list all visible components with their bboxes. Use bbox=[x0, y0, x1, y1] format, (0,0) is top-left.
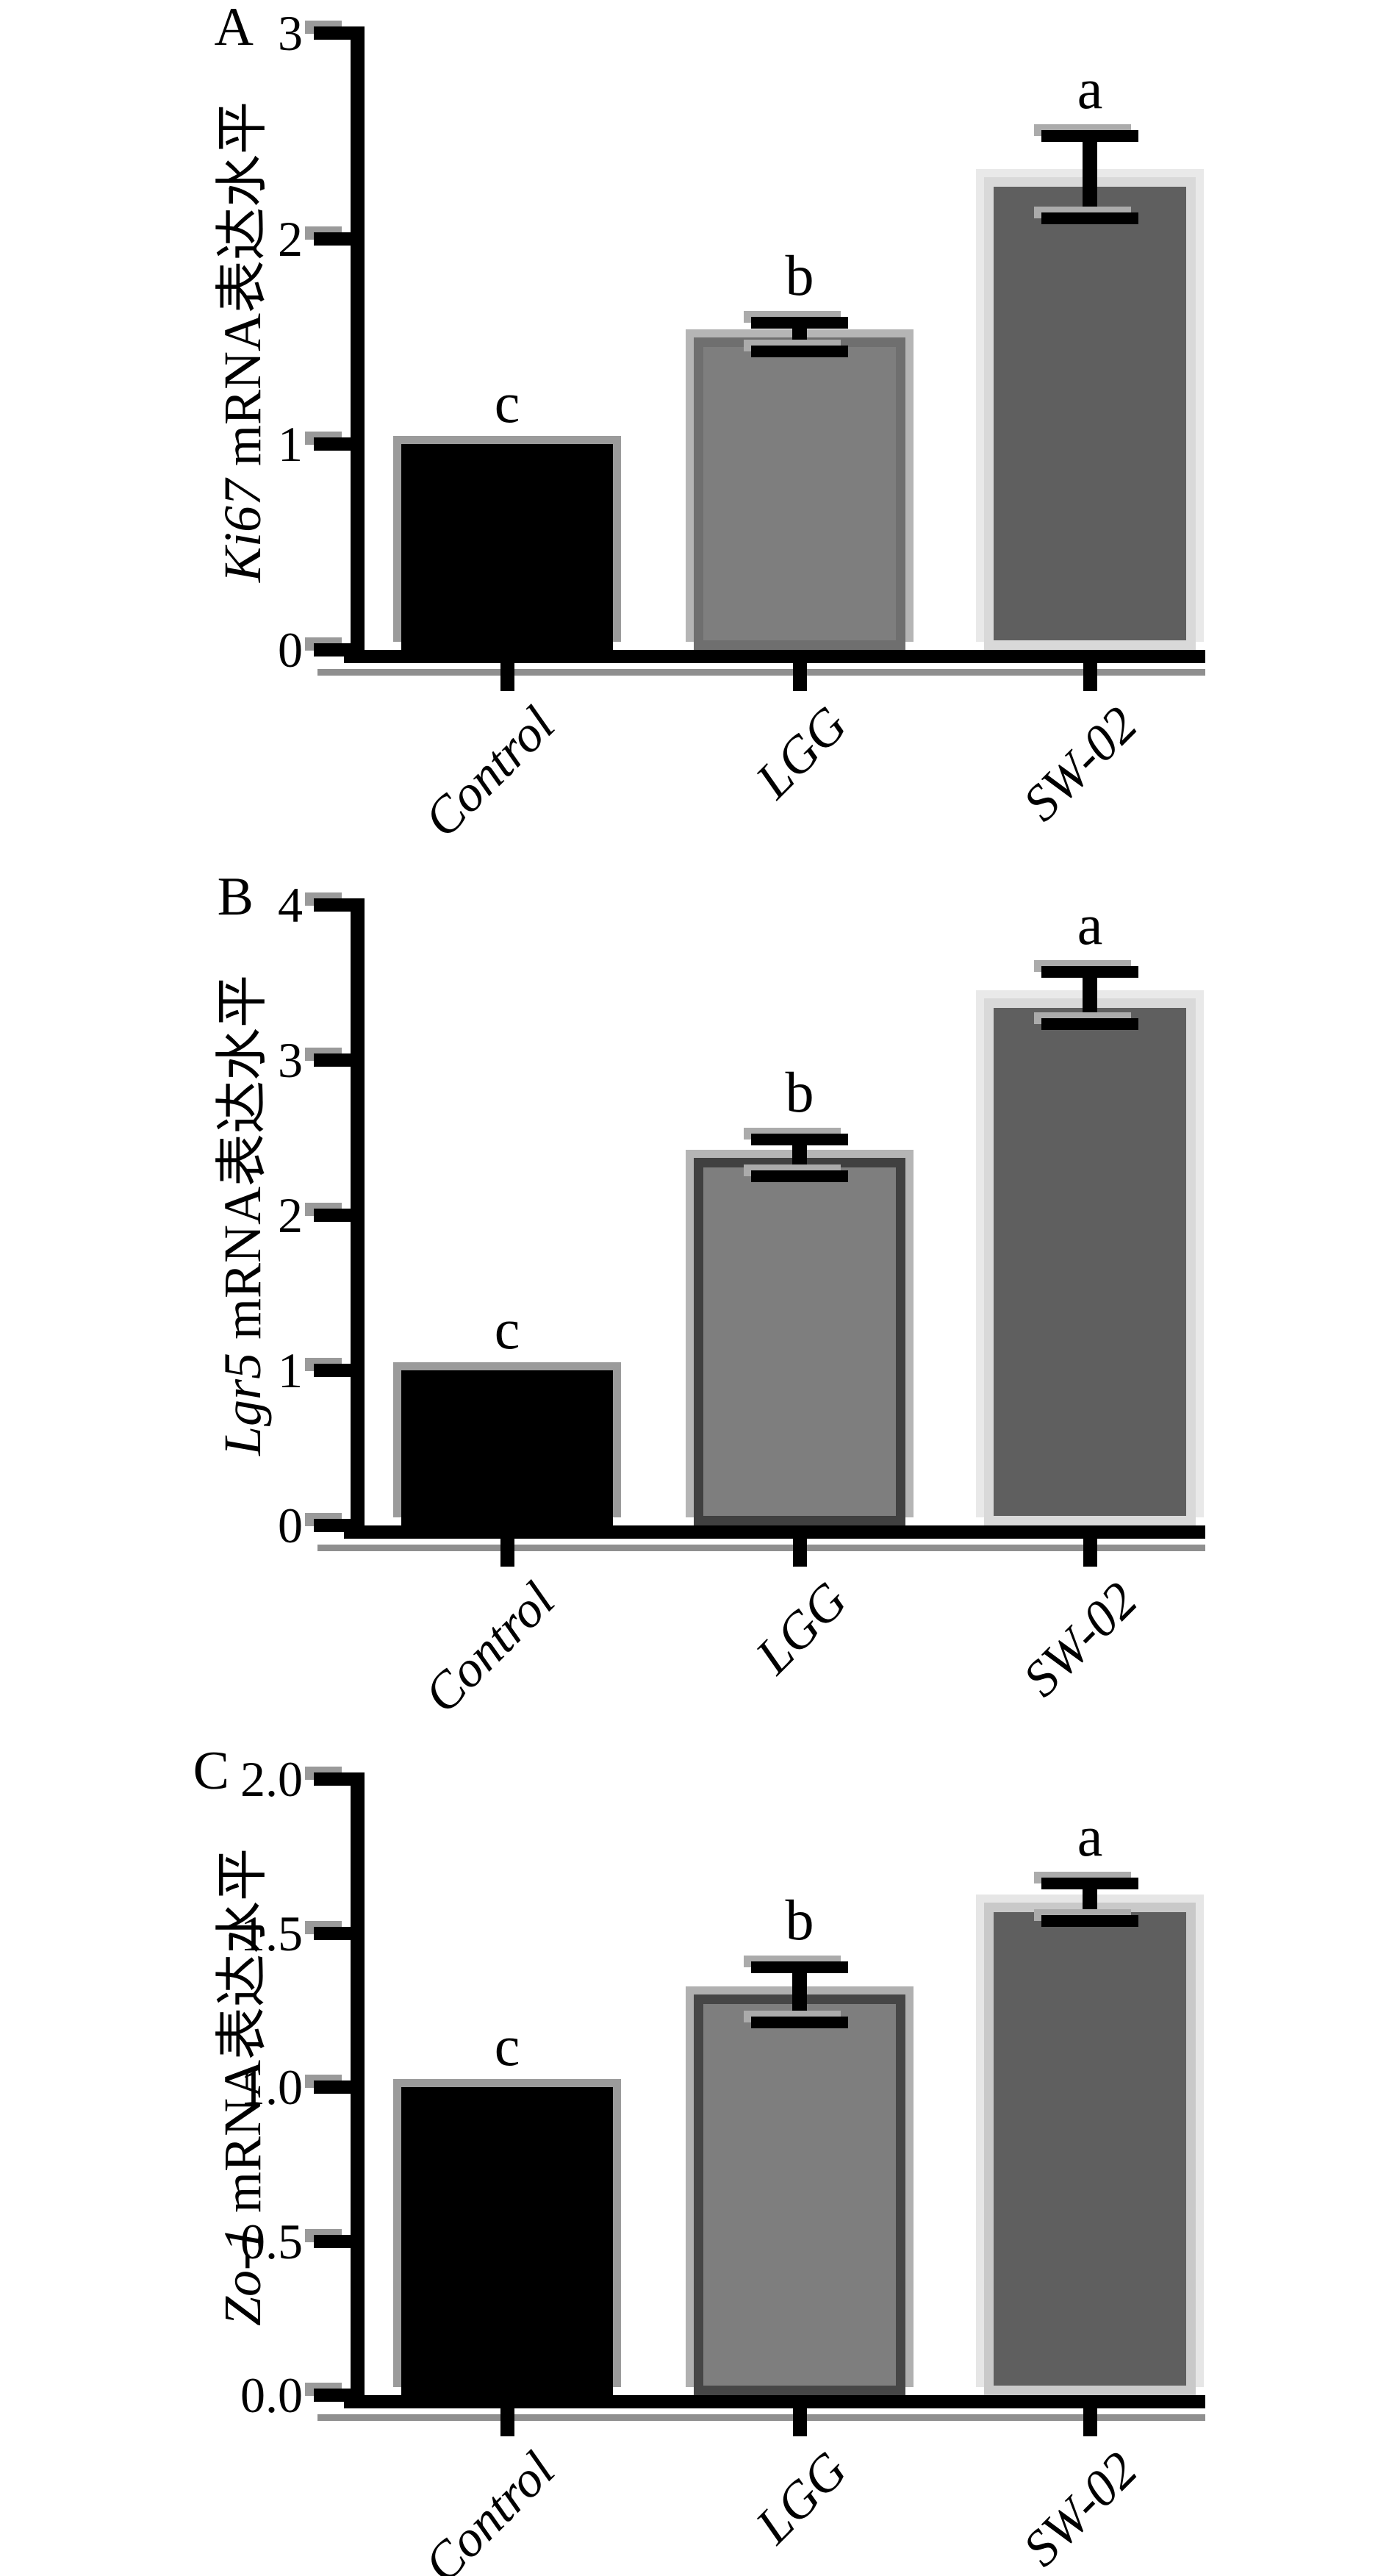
y-tick-label: 1.0 bbox=[240, 2059, 303, 2115]
bar-control bbox=[401, 1370, 613, 1525]
y-tick-label: 2 bbox=[278, 1187, 303, 1243]
y-tick-label: 0.0 bbox=[240, 2367, 303, 2423]
panel-letter-c: C bbox=[193, 1741, 229, 1801]
significance-letter: b bbox=[785, 243, 814, 308]
y-tick-mark bbox=[314, 26, 351, 40]
panel-B: B Lgr5 mRNA表达水平 0 1 2 3 4 c Control b LGG a SW-02 bbox=[0, 860, 1389, 1728]
y-tick-label: 3 bbox=[278, 5, 303, 61]
x-axis-shadow-line bbox=[317, 669, 1205, 676]
y-tick-label: 4 bbox=[278, 877, 303, 933]
error-bar-cap-top bbox=[1041, 129, 1138, 142]
error-bar-stem bbox=[1083, 1883, 1097, 1921]
significance-letter: a bbox=[1077, 1804, 1103, 1869]
y-tick-label: 0.5 bbox=[240, 2213, 303, 2269]
error-bar-stem bbox=[1083, 135, 1097, 218]
x-category-label: Control bbox=[413, 2441, 566, 2576]
error-bar-cap-top bbox=[751, 317, 848, 329]
y-tick-mark bbox=[314, 2081, 351, 2094]
x-axis-shadow-line bbox=[317, 1545, 1205, 1551]
panel-letter-b: B bbox=[217, 867, 254, 927]
y-tick-mark bbox=[314, 2234, 351, 2248]
error-bar-cap-bottom bbox=[1041, 1914, 1138, 1927]
gene-name-italic: Ki67 bbox=[213, 479, 272, 582]
error-bar-stem bbox=[792, 1139, 807, 1177]
y-tick-label: 1 bbox=[278, 1342, 303, 1398]
y-tick-mark bbox=[314, 1519, 351, 1532]
x-tick-mark bbox=[793, 2408, 807, 2436]
significance-letter: c bbox=[494, 371, 520, 435]
error-bar-cap-top bbox=[1041, 965, 1138, 978]
x-category-label: SW-02 bbox=[1013, 2441, 1149, 2576]
bar-lgg bbox=[694, 337, 905, 650]
y-tick-mark bbox=[314, 1053, 351, 1067]
y-tick-label: 1.5 bbox=[240, 1905, 303, 1961]
bar-control bbox=[401, 444, 613, 650]
y-tick-mark bbox=[314, 1772, 351, 1786]
y-axis-line bbox=[351, 26, 365, 663]
significance-letter: a bbox=[1077, 892, 1103, 956]
y-tick-mark bbox=[314, 643, 351, 656]
bar-sw-02 bbox=[984, 998, 1196, 1525]
x-tick-mark bbox=[500, 663, 514, 691]
y-tick-mark bbox=[314, 898, 351, 912]
bar-sw-02 bbox=[984, 176, 1196, 650]
panel-A: A Ki67 mRNA表达水平 0 1 2 3 c Control b LGG a SW-02 bbox=[0, 0, 1389, 867]
x-axis-line bbox=[344, 650, 1205, 663]
y-tick-mark bbox=[314, 2389, 351, 2402]
error-bar-cap-bottom bbox=[751, 2017, 848, 2028]
x-axis-line bbox=[344, 2395, 1205, 2408]
significance-letter: b bbox=[785, 1059, 814, 1124]
error-bar-cap-top bbox=[751, 1133, 848, 1145]
y-tick-mark bbox=[314, 1926, 351, 1940]
y-tick-label: 0 bbox=[278, 1498, 303, 1553]
x-axis-shadow-line bbox=[317, 2414, 1205, 2421]
y-axis-line bbox=[351, 898, 365, 1539]
y-axis-line bbox=[351, 1772, 365, 2408]
y-tick-mark bbox=[314, 1209, 351, 1222]
error-bar-cap-bottom bbox=[1041, 212, 1138, 224]
x-tick-mark bbox=[793, 1539, 807, 1567]
error-bar-cap-bottom bbox=[1041, 1018, 1138, 1031]
x-tick-mark bbox=[500, 2408, 514, 2436]
significance-letter: c bbox=[494, 1297, 520, 1361]
error-bar-stem bbox=[792, 323, 807, 352]
y-tick-mark bbox=[314, 232, 351, 246]
error-bar-cap-top bbox=[1041, 1878, 1138, 1890]
y-tick-label: 3 bbox=[278, 1032, 303, 1088]
error-bar-cap-bottom bbox=[751, 1170, 848, 1183]
y-tick-mark bbox=[314, 1364, 351, 1377]
y-tick-label: 2 bbox=[278, 210, 303, 267]
y-axis-title-rest: mRNA表达水平 bbox=[213, 974, 272, 1353]
bar-control bbox=[401, 2087, 613, 2395]
error-bar-cap-top bbox=[751, 1961, 848, 1973]
x-tick-mark bbox=[1083, 663, 1097, 691]
error-bar-stem bbox=[1083, 971, 1097, 1025]
error-bar-cap-bottom bbox=[751, 346, 848, 358]
y-tick-label: 0 bbox=[278, 622, 303, 678]
y-tick-label: 2.0 bbox=[240, 1751, 303, 1807]
x-tick-mark bbox=[1083, 2408, 1097, 2436]
bar-lgg bbox=[694, 1157, 905, 1525]
x-axis-line bbox=[344, 1525, 1205, 1539]
x-category-label: LGG bbox=[745, 2441, 858, 2555]
x-tick-mark bbox=[1083, 1539, 1097, 1567]
y-tick-label: 1 bbox=[278, 416, 303, 473]
x-tick-mark bbox=[793, 663, 807, 691]
y-tick-mark bbox=[314, 437, 351, 451]
bar-lgg bbox=[694, 1994, 905, 2395]
significance-letter: b bbox=[785, 1887, 814, 1952]
x-tick-mark bbox=[500, 1539, 514, 1567]
bar-sw-02 bbox=[984, 1902, 1196, 2395]
error-bar-stem bbox=[792, 1967, 807, 2022]
significance-letter: a bbox=[1077, 56, 1103, 121]
panel-C: C Zo-1 mRNA表达水平 0.0 0.5 1.0 1.5 2.0 c Control b… bbox=[0, 1710, 1389, 2576]
panel-letter-a: A bbox=[214, 0, 254, 57]
significance-letter: c bbox=[494, 2014, 520, 2078]
